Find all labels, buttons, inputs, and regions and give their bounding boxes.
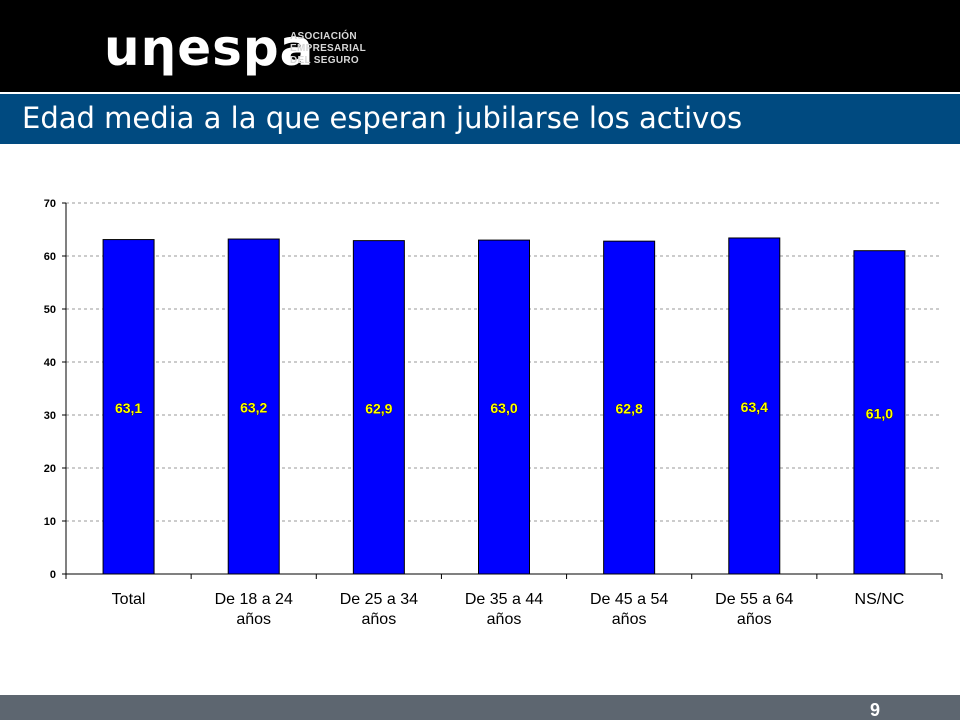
data-label: 62,9 <box>365 400 392 416</box>
x-tick-label: años <box>737 611 772 628</box>
logo-line-3: DEL SEGURO <box>290 55 359 66</box>
data-label: 63,2 <box>240 400 267 416</box>
x-tick-label: De 25 a 34 <box>340 591 418 608</box>
x-tick-label: De 35 a 44 <box>465 591 543 608</box>
x-tick-label: años <box>612 611 647 628</box>
bar <box>102 239 155 575</box>
logo-line-2: EMPRESARIAL <box>290 43 367 54</box>
x-tick-label: años <box>236 611 271 628</box>
x-tick-label: años <box>362 611 397 628</box>
bar <box>728 237 781 575</box>
y-tick-label: 20 <box>44 463 56 475</box>
bar-chart: 0 10 20 30 40 50 60 70 63,1 Total 63,2 De 18 a 24 añ… <box>44 198 943 628</box>
logo-line-1: ASOCIACIÓN <box>290 31 357 42</box>
y-tick-label: 50 <box>44 304 56 316</box>
bar <box>478 239 530 575</box>
data-label: 62,8 <box>616 401 643 417</box>
footer-bar <box>0 695 960 720</box>
x-tick-label: años <box>487 611 522 628</box>
x-tick-label: Total <box>112 591 146 608</box>
unespa-logo: uηespa <box>104 19 315 77</box>
data-label: 63,4 <box>741 399 768 415</box>
bar <box>227 238 280 575</box>
y-tick-label: 10 <box>44 516 56 528</box>
x-tick-label: De 18 a 24 <box>215 591 293 608</box>
x-tick-label: De 45 a 54 <box>590 591 668 608</box>
y-tick-label: 70 <box>44 198 56 210</box>
slide-title: Edad media a la que esperan jubilarse lo… <box>22 101 743 135</box>
y-tick-label: 30 <box>44 410 56 422</box>
bar <box>603 240 656 575</box>
bar <box>853 250 906 575</box>
page-number: 9 <box>869 700 880 720</box>
y-tick-label: 40 <box>44 357 56 369</box>
logo-subtitle: ASOCIACIÓN EMPRESARIAL DEL SEGURO <box>290 31 366 67</box>
y-tick-label: 0 <box>50 569 56 581</box>
x-tick-label: De 55 a 64 <box>715 591 793 608</box>
data-label: 63,1 <box>115 400 142 416</box>
x-tick-label: NS/NC <box>855 591 905 608</box>
data-label: 63,0 <box>490 400 517 416</box>
bar <box>352 240 405 575</box>
title-bar <box>0 94 960 144</box>
data-label: 61,0 <box>866 405 893 421</box>
header-band <box>0 0 960 92</box>
y-tick-label: 60 <box>44 251 56 263</box>
